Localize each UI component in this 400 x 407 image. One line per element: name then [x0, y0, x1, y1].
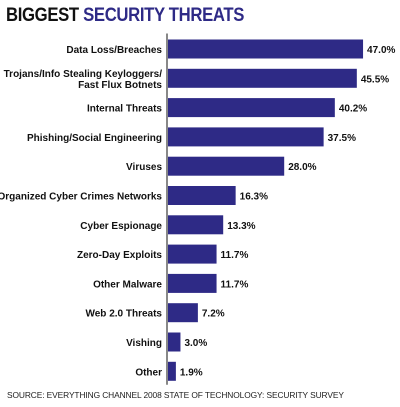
value-label: 11.7%	[221, 250, 249, 261]
bar	[168, 98, 335, 118]
value-label: 11.7%	[221, 279, 249, 290]
bar	[168, 303, 198, 323]
bar	[168, 39, 364, 59]
category-label-line: Fast Flux Botnets	[78, 80, 162, 91]
category-label-line: Cyber Espionage	[80, 221, 162, 232]
bar	[168, 332, 181, 352]
value-label: 28.0%	[288, 162, 316, 173]
chart-title-part2: SECURITY THREATS	[83, 5, 245, 26]
category-label-line: Viruses	[126, 162, 162, 173]
value-label: 37.5%	[328, 133, 356, 144]
bar	[168, 244, 217, 264]
category-label: Trojans/Info Stealing Keyloggers/Fast Fl…	[4, 69, 163, 91]
value-label: 47.0%	[367, 45, 395, 56]
category-label: Phishing/Social Engineering	[27, 133, 162, 144]
category-label: Data Loss/Breaches	[66, 45, 162, 56]
chart-title-part1: BIGGEST	[6, 5, 79, 26]
category-label-line: Trojans/Info Stealing Keyloggers/	[4, 69, 163, 80]
chart-title: BIGGEST SECURITY THREATS	[6, 4, 244, 28]
value-label: 40.2%	[339, 104, 367, 115]
value-label: 1.9%	[180, 367, 203, 378]
bar	[168, 215, 224, 235]
category-label: Zero-Day Exploits	[77, 250, 162, 261]
category-label-line: Other	[135, 367, 162, 378]
category-label: Other	[135, 367, 162, 378]
category-label: Vishing	[126, 338, 162, 349]
category-label-line: Phishing/Social Engineering	[27, 133, 162, 144]
category-label: Viruses	[126, 162, 162, 173]
bar	[168, 186, 236, 205]
category-label-line: Web 2.0 Threats	[85, 309, 162, 320]
bar	[168, 273, 217, 293]
bar	[168, 127, 324, 147]
value-label: 45.5%	[361, 74, 389, 85]
category-label-line: Data Loss/Breaches	[66, 45, 162, 56]
bar	[168, 361, 176, 381]
category-label-line: Internal Threats	[87, 104, 162, 115]
category-label-line: Organized Cyber Crimes Networks	[0, 192, 162, 203]
category-label: Web 2.0 Threats	[85, 309, 162, 320]
category-label: Cyber Espionage	[80, 221, 162, 232]
value-label: 16.3%	[240, 192, 268, 203]
category-label: Organized Cyber Crimes Networks	[0, 192, 162, 203]
value-label: 13.3%	[227, 221, 255, 232]
bar	[168, 68, 357, 88]
chart-source: SOURCE: EVERYTHING CHANNEL 2008 STATE OF…	[7, 390, 344, 400]
category-label: Internal Threats	[87, 104, 162, 115]
category-label: Other Malware	[93, 279, 162, 290]
value-label: 3.0%	[184, 338, 207, 349]
category-label-line: Other Malware	[93, 279, 162, 290]
category-label-line: Zero-Day Exploits	[77, 250, 162, 261]
value-label: 7.2%	[202, 309, 225, 320]
category-label-line: Vishing	[126, 338, 162, 349]
bar	[168, 156, 285, 176]
